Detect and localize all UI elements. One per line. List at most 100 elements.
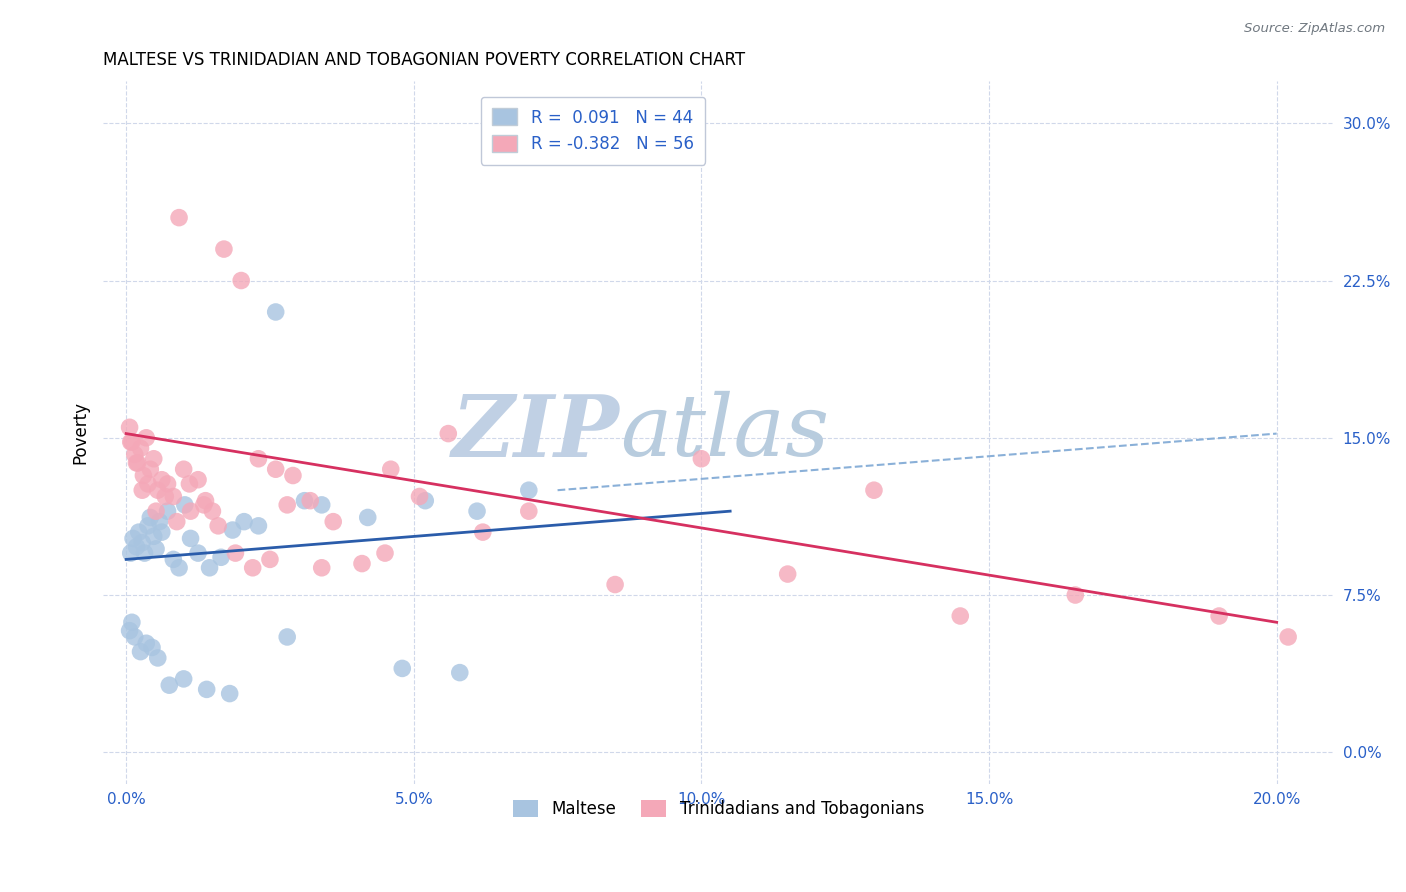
Point [157,678,180,692]
Point [408,490,430,504]
Point [449,665,471,680]
Point [173,462,195,476]
Point [150,473,173,487]
Point [218,687,240,701]
Point [276,498,298,512]
Point [142,529,165,543]
Text: ZIP: ZIP [453,391,620,475]
Point [166,515,188,529]
Point [322,515,344,529]
Point [162,490,184,504]
Text: Source: ZipAtlas.com: Source: ZipAtlas.com [1244,22,1385,36]
Point [128,525,150,540]
Point [118,420,141,434]
Point [156,504,179,518]
Point [391,661,413,675]
Point [1277,630,1299,644]
Point [374,546,396,560]
Point [129,442,152,456]
Point [294,493,316,508]
Point [247,519,270,533]
Point [156,476,179,491]
Point [193,498,215,512]
Point [201,504,224,518]
Point [179,476,201,491]
Text: atlas: atlas [620,392,830,474]
Legend: Maltese, Trinidadians and Tobagonians: Maltese, Trinidadians and Tobagonians [506,793,931,824]
Point [187,546,209,560]
Point [517,504,540,518]
Point [259,552,281,566]
Point [224,546,246,560]
Point [173,672,195,686]
Point [146,483,169,498]
Point [311,498,333,512]
Point [437,426,460,441]
Point [863,483,886,498]
Point [198,561,221,575]
Point [120,546,142,560]
Point [471,525,494,540]
Point [139,462,162,476]
Point [231,273,253,287]
Point [247,451,270,466]
Point [145,504,167,518]
Point [148,515,170,529]
Point [136,476,159,491]
Point [209,550,232,565]
Point [949,609,972,624]
Point [132,468,155,483]
Point [122,532,145,546]
Point [1064,588,1087,602]
Point [121,615,143,630]
Point [357,510,380,524]
Point [195,682,218,697]
Point [465,504,488,518]
Point [276,630,298,644]
Point [776,567,799,582]
Point [141,640,163,655]
Point [311,561,333,575]
Point [129,645,152,659]
Point [517,483,540,498]
Point [135,431,157,445]
Point [118,624,141,638]
Point [350,557,373,571]
Point [145,541,167,556]
Point [142,451,165,466]
Point [242,561,264,575]
Point [120,434,142,449]
Point [134,546,156,560]
Point [690,451,713,466]
Point [180,532,202,546]
Point [162,552,184,566]
Point [264,305,287,319]
Text: MALTESE VS TRINIDADIAN AND TOBAGONIAN POVERTY CORRELATION CHART: MALTESE VS TRINIDADIAN AND TOBAGONIAN PO… [103,51,745,69]
Point [281,468,304,483]
Point [603,577,626,591]
Point [125,540,148,554]
Point [173,498,195,512]
Point [194,493,217,508]
Point [125,456,148,470]
Point [155,490,177,504]
Point [124,448,146,462]
Point [150,525,173,540]
Point [139,510,162,524]
Point [131,535,153,549]
Point [135,636,157,650]
Point [264,462,287,476]
Point [1208,609,1230,624]
Point [167,211,190,225]
Point [233,515,256,529]
Point [212,242,235,256]
Point [380,462,402,476]
Point [124,630,146,644]
Point [136,519,159,533]
Point [131,483,153,498]
Point [413,493,436,508]
Point [180,504,202,518]
Point [167,561,190,575]
Point [121,434,143,449]
Y-axis label: Poverty: Poverty [72,401,89,464]
